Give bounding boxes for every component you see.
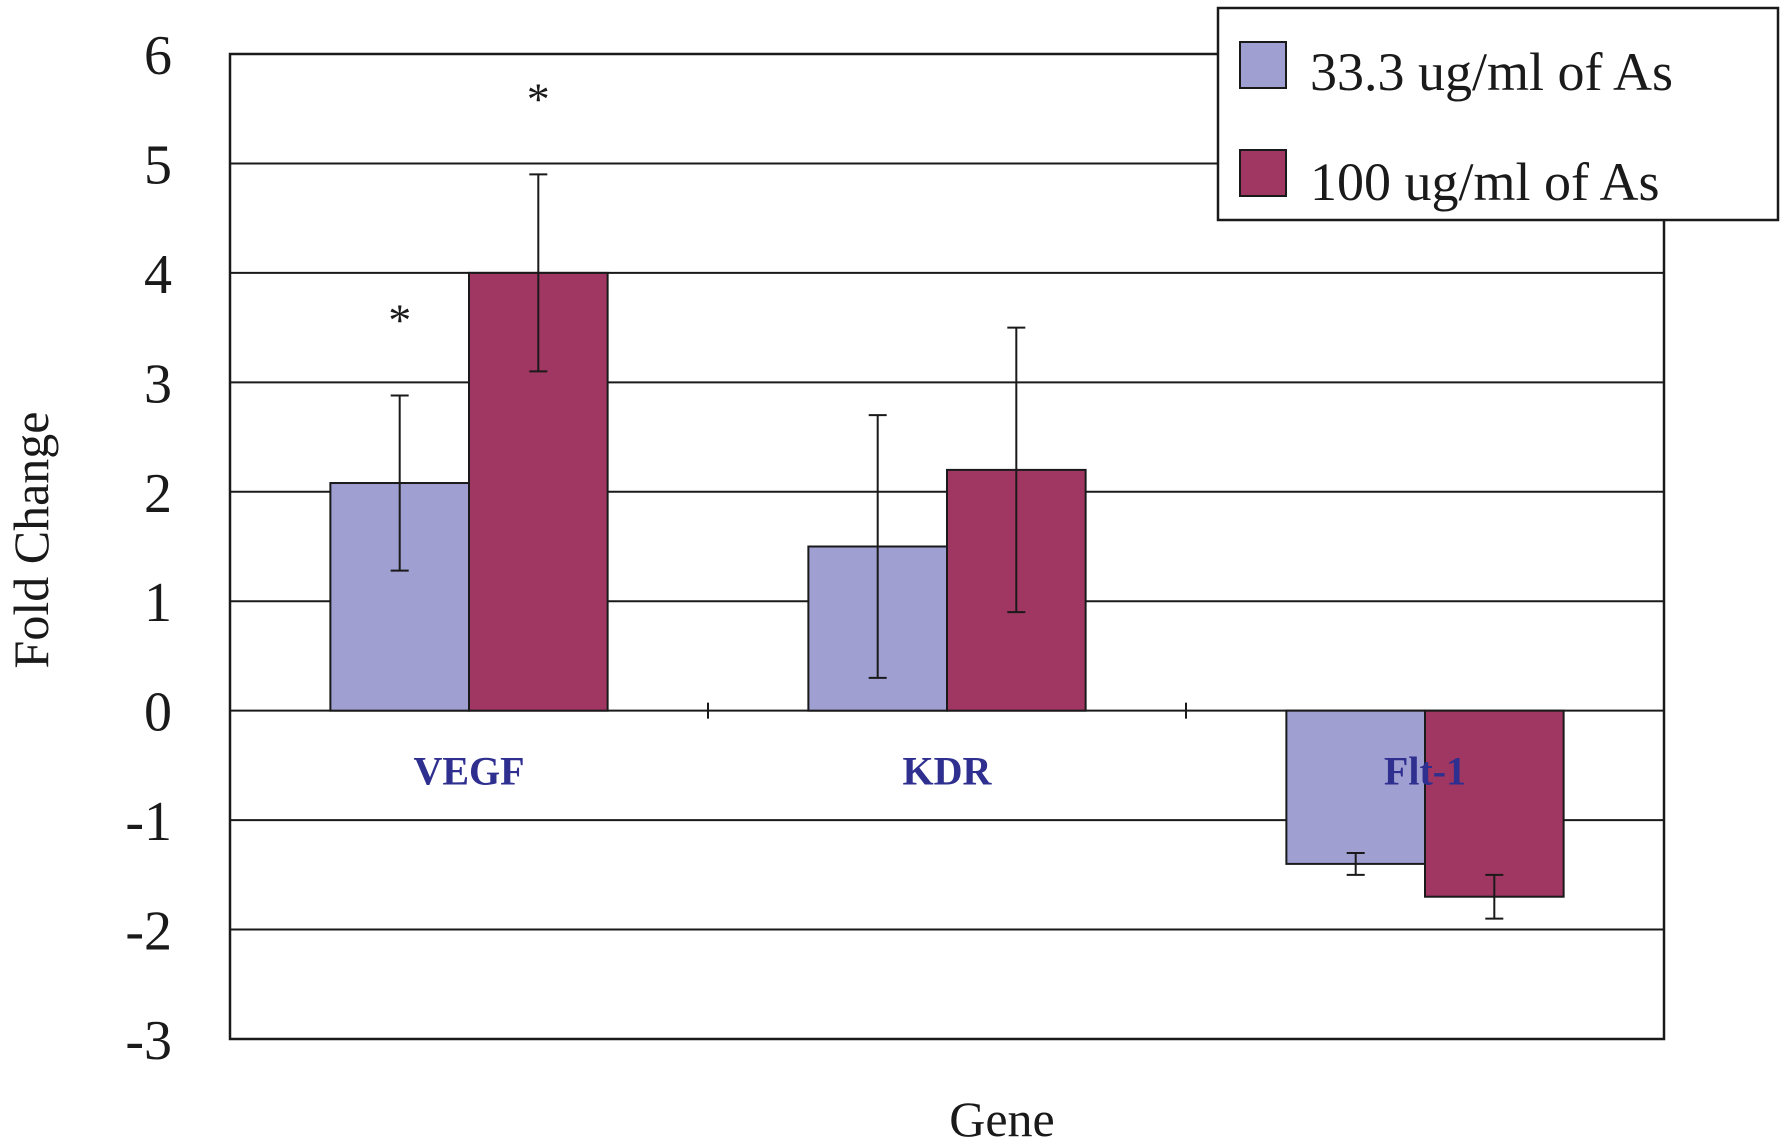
legend-label-100: 100 ug/ml of As (1310, 152, 1660, 212)
y-tick-label: 0 (144, 682, 172, 744)
y-tick-label: -3 (125, 1010, 172, 1072)
y-tick-label: 3 (144, 353, 172, 415)
category-label-vegf: VEGF (413, 749, 524, 794)
legend-swatch-100 (1239, 149, 1287, 197)
legend-label-33-3: 33.3 ug/ml of As (1310, 42, 1673, 102)
x-axis-label: Gene (949, 1091, 1055, 1142)
significance-marker: * (527, 73, 550, 124)
y-tick-label: 6 (144, 25, 172, 87)
y-tick-label: -1 (125, 791, 172, 853)
bar-flt-1-series-1 (1424, 709, 1565, 898)
category-label-kdr: KDR (903, 749, 993, 794)
y-axis-label: Fold Change (3, 412, 59, 669)
y-tick-label: 5 (144, 134, 172, 196)
category-label-flt-1: Flt-1 (1384, 749, 1466, 794)
significance-markers: ** (388, 73, 550, 345)
plot-area-frame (228, 52, 1666, 1041)
bars (329, 271, 1565, 898)
y-tick-label: -2 (125, 901, 172, 963)
legend-swatch-33-3 (1239, 41, 1287, 89)
legend: 33.3 ug/ml of As 100 ug/ml of As (1216, 6, 1780, 222)
y-tick-label: 2 (144, 463, 172, 525)
y-tick-labels: 6 5 4 3 2 1 0 -1 -2 -3 (125, 25, 172, 1072)
error-bars (390, 173, 1504, 920)
y-tick-label: 1 (144, 572, 172, 634)
category-labels: VEGF KDR Flt-1 (413, 749, 1466, 794)
y-tick-label: 4 (144, 244, 172, 306)
significance-marker: * (388, 294, 411, 345)
legend-box (1216, 6, 1780, 222)
